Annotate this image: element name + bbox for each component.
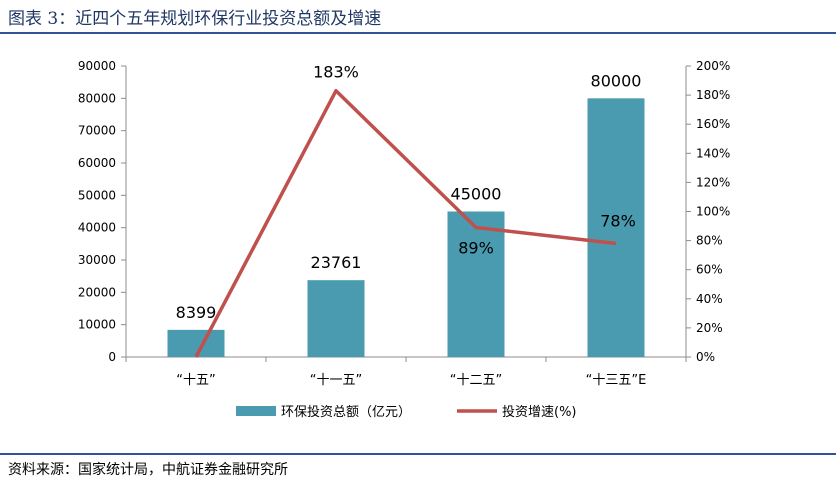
line-value-label: 89%	[458, 239, 494, 258]
y-left-tick-label: 30000	[78, 253, 116, 267]
y-right-tick-label: 100%	[696, 205, 730, 219]
growth-line	[194, 88, 617, 358]
y-left-tick-label: 10000	[78, 318, 116, 332]
bar-value-label: 45000	[451, 185, 502, 204]
legend-label-line: 投资增速(%)	[502, 404, 577, 420]
y-right-tick-label: 200%	[696, 59, 730, 73]
y-left-tick-label: 60000	[78, 156, 116, 170]
y-left-tick-label: 40000	[78, 221, 116, 235]
y-right-tick-label: 120%	[696, 175, 730, 189]
y-left-tick-label: 70000	[78, 124, 116, 138]
y-right-tick-label: 20%	[696, 321, 723, 335]
bar-value-label: 80000	[591, 71, 642, 90]
line-value-label: 183%	[313, 63, 359, 82]
line-value-label: 78%	[600, 212, 636, 231]
chart: 0 10000 20000 30000 40000 50000 60000 70000 8000…	[78, 59, 731, 420]
y-left-tick-label: 0	[108, 350, 116, 364]
bar	[307, 280, 365, 357]
y-right-tick-label: 40%	[696, 292, 723, 306]
source-rule	[0, 453, 836, 455]
line-series	[194, 88, 617, 358]
bar-value-label: 23761	[311, 253, 362, 272]
bar	[587, 98, 645, 357]
y-right-tick-label: 80%	[696, 234, 723, 248]
x-category-label: “十五”	[176, 373, 215, 388]
legend-swatch-bar	[236, 406, 276, 416]
y-right-tick-label: 160%	[696, 117, 730, 131]
x-category-label: “十二五”	[450, 373, 502, 388]
data-labels: 8399 23761 45000 80000 183% 89% 78%	[176, 63, 642, 322]
x-category-label: “十三五”E	[586, 373, 647, 388]
y-right-tick-label: 180%	[696, 88, 730, 102]
bar	[167, 329, 225, 357]
x-category-label: “十一五”	[310, 373, 362, 388]
figure-title: 图表 3：近四个五年规划环保行业投资总额及增速	[8, 9, 382, 29]
legend: 环保投资总额（亿元） 投资增速(%)	[236, 404, 577, 420]
y-left-tick-label: 90000	[78, 59, 116, 73]
bar-value-label: 8399	[176, 303, 217, 322]
y-left-tick-label: 50000	[78, 188, 116, 202]
title-rule	[0, 32, 836, 34]
y-right-tick-label: 0%	[696, 350, 715, 364]
chart-axes: 0 10000 20000 30000 40000 50000 60000 70000 8000…	[78, 59, 731, 388]
bar-series	[167, 98, 645, 357]
y-left-tick-label: 20000	[78, 285, 116, 299]
legend-label-bar: 环保投资总额（亿元）	[281, 404, 411, 420]
y-right-tick-label: 140%	[696, 146, 730, 160]
y-right-tick-label: 60%	[696, 263, 723, 277]
y-left-tick-label: 80000	[78, 91, 116, 105]
bar	[447, 211, 505, 357]
source-note: 资料来源：国家统计局，中航证券金融研究所	[8, 462, 288, 478]
